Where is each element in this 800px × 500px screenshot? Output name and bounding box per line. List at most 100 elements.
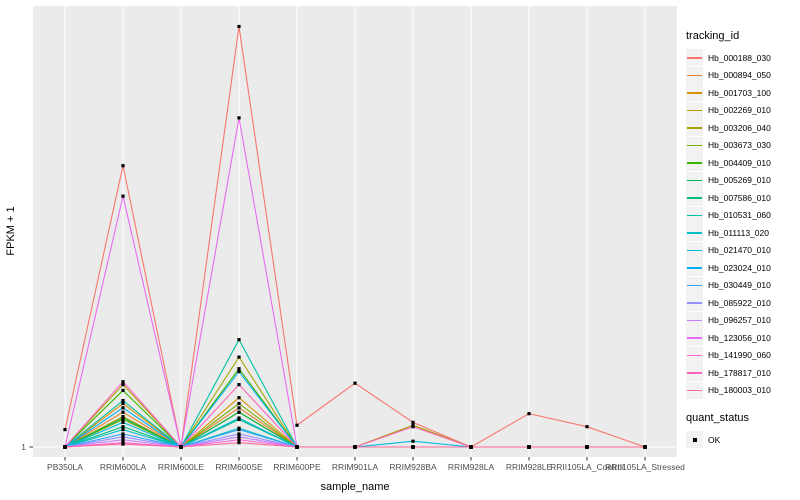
data-point-marker [527, 412, 531, 416]
line-swatch-icon [686, 276, 703, 294]
data-point-marker [237, 383, 241, 387]
data-point-marker [121, 380, 125, 384]
legend-item-ok: OK [686, 431, 798, 449]
data-point-marker [121, 388, 125, 393]
legend-item-Hb_180003_010: Hb_180003_010 [686, 381, 798, 400]
legend-item-label: Hb_141990_060 [708, 350, 771, 361]
data-point-marker [63, 428, 67, 432]
legend-item-Hb_021470_010: Hb_021470_010 [686, 241, 798, 260]
line-swatch-icon [686, 241, 703, 259]
data-point-marker [237, 24, 241, 29]
data-point-marker [237, 438, 241, 442]
data-point-marker [237, 370, 241, 374]
ok-square-key-icon [686, 431, 703, 449]
line-swatch-icon [686, 311, 703, 329]
legend-item-Hb_000894_050: Hb_000894_050 [686, 66, 798, 85]
data-point-marker [237, 432, 241, 436]
data-point-marker [237, 428, 241, 432]
legend-item-label: Hb_004409_010 [708, 157, 771, 168]
legend-item-label: Hb_003206_040 [708, 122, 771, 133]
legend-item-Hb_030449_010: Hb_030449_010 [686, 276, 798, 295]
legend-item-label: Hb_021470_010 [708, 245, 771, 256]
data-point-marker [643, 445, 647, 449]
quant-status-legend: quant_status OK [686, 412, 798, 449]
legend-item-label: Hb_023024_010 [708, 262, 771, 273]
legend-item-Hb_096257_010: Hb_096257_010 [686, 311, 798, 330]
legend-title-tracking-id: tracking_id [686, 30, 740, 42]
x-tick-label: RRIM928BA [389, 462, 437, 472]
x-tick-label: RRIM928LE [506, 462, 553, 472]
data-point-marker [121, 401, 125, 406]
legend-item-label: Hb_123056_010 [708, 332, 771, 343]
data-point-marker [121, 425, 125, 429]
data-point-marker [469, 445, 473, 449]
legend-item-label: Hb_096257_010 [708, 315, 771, 326]
data-point-marker [237, 401, 241, 406]
data-point-marker [237, 406, 241, 410]
data-point-marker [527, 445, 531, 449]
line-swatch-icon [686, 206, 703, 224]
legend-item-Hb_001703_100: Hb_001703_100 [686, 84, 798, 102]
legend-item-Hb_123056_010: Hb_123056_010 [686, 329, 798, 347]
line-swatch-icon [686, 294, 703, 312]
x-tick-label: RRIM600LA [100, 462, 147, 472]
legend-item-label: Hb_007586_010 [708, 192, 771, 203]
line-swatch-icon [686, 101, 703, 119]
legend-item-label: Hb_000188_030 [708, 52, 771, 63]
data-point-marker [237, 396, 241, 400]
line-swatch-icon [686, 66, 703, 84]
line-swatch-icon [686, 259, 703, 277]
x-tick-label: RRIM928LA [448, 462, 495, 472]
data-point-marker [353, 381, 357, 385]
legend-item-label: Hb_000894_050 [708, 70, 771, 81]
legend-item-label: Hb_010531_060 [708, 210, 771, 221]
x-tick-label: RRIM600LE [158, 462, 205, 472]
data-point-marker [121, 420, 125, 424]
legend-item-Hb_085922_010: Hb_085922_010 [686, 294, 798, 312]
line-swatch-icon [686, 189, 703, 207]
data-point-marker [411, 445, 415, 449]
data-point-marker [295, 423, 299, 427]
data-point-marker [353, 445, 357, 449]
data-point-marker [237, 441, 241, 445]
data-point-marker [237, 116, 241, 120]
data-point-marker [121, 435, 125, 439]
legend-item-Hb_000188_030: Hb_000188_030 [686, 49, 798, 67]
legend-item-label: Hb_002269_010 [708, 105, 771, 116]
data-point-marker [121, 406, 125, 410]
legend-item-Hb_004409_010: Hb_004409_010 [686, 154, 798, 172]
legend-item-Hb_003206_040: Hb_003206_040 [686, 119, 798, 137]
legend-item-label: Hb_001703_100 [708, 87, 771, 98]
data-point-marker [237, 416, 241, 420]
data-point-marker [585, 445, 589, 449]
line-swatch-icon [686, 346, 703, 364]
line-swatch-icon [686, 84, 703, 102]
line-swatch-icon [686, 171, 703, 189]
x-tick-label: RRII105LA_Control [550, 462, 624, 472]
legend-item-Hb_010531_060: Hb_010531_060 [686, 206, 798, 225]
line-swatch-icon [686, 381, 703, 399]
legend-item-Hb_011113_020: Hb_011113_020 [686, 224, 798, 242]
data-point-marker [237, 338, 241, 342]
data-point-marker [179, 445, 183, 449]
legend-title-quant-status: quant_status [686, 412, 749, 424]
legend-item-label: Hb_085922_010 [708, 297, 771, 308]
data-point-marker [121, 194, 125, 198]
line-swatch-icon [686, 136, 703, 154]
x-tick-label: RRIM600PE [273, 462, 321, 472]
data-point-marker [411, 425, 415, 429]
line-swatch-icon [686, 119, 703, 137]
data-point-marker [63, 445, 67, 449]
data-point-marker [121, 442, 125, 446]
data-point-marker [295, 445, 299, 449]
line-swatch-icon [686, 329, 703, 347]
data-point-marker [121, 383, 125, 387]
data-point-marker [585, 425, 589, 429]
legend-item-label: Hb_011113_020 [708, 227, 769, 238]
x-tick-label: PB350LA [47, 462, 83, 472]
legend-item-Hb_141990_060: Hb_141990_060 [686, 346, 798, 365]
legend-panel: tracking_id Hb_000188_030 Hb_000894_050 Hb… [686, 30, 798, 449]
legend-item-label: OK [708, 434, 721, 445]
x-tick-label: RRIM901LA [332, 462, 379, 472]
